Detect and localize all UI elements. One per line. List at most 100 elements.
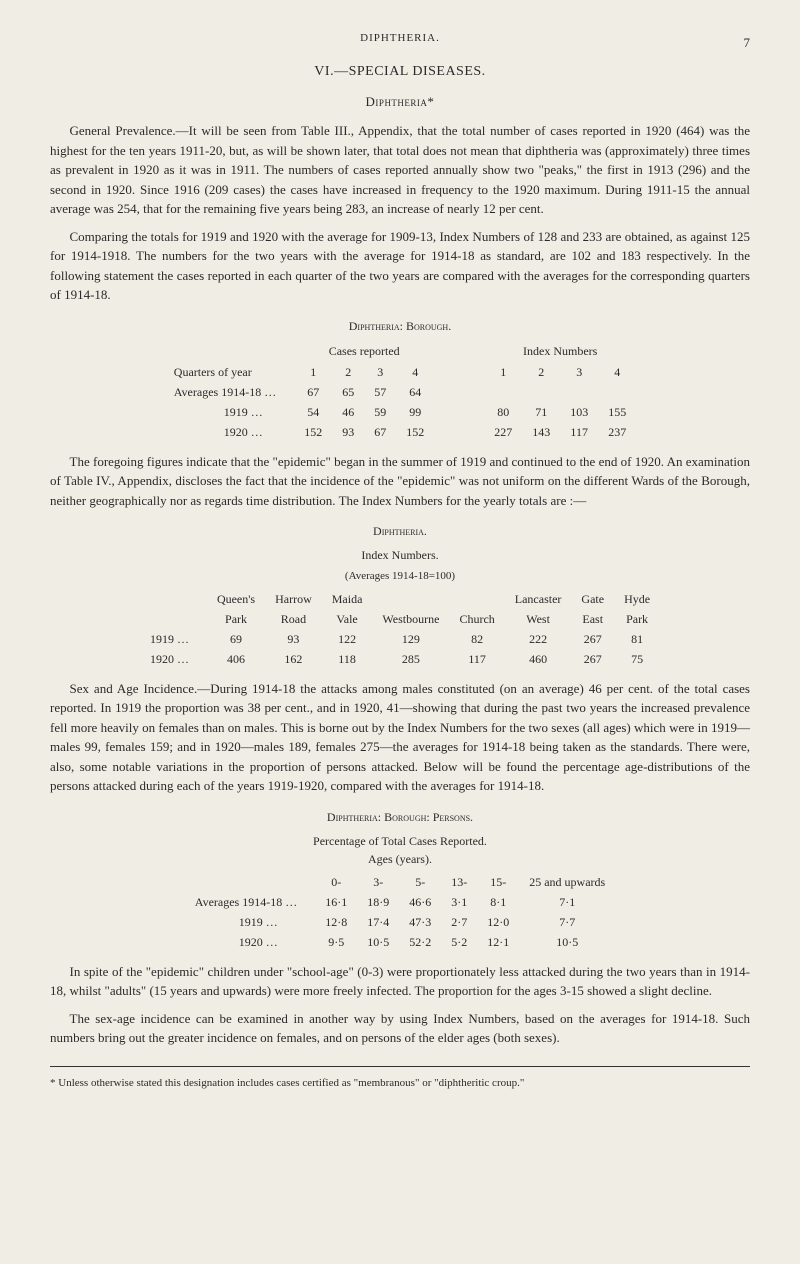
table-cell: 69: [207, 629, 265, 649]
table1-borough-quarters: Cases reported Index Numbers Quarters of…: [164, 341, 636, 442]
table-cell: 103: [560, 402, 598, 422]
table-cell: Vale: [322, 609, 373, 629]
table-cell: 117: [449, 649, 504, 669]
table-cell: Park: [614, 609, 660, 629]
table-cell: 155: [598, 402, 636, 422]
para-in-spite: In spite of the "epidemic" children unde…: [50, 962, 750, 1001]
table-cell: 80: [484, 402, 522, 422]
table-cell: Averages 1914-18 …: [164, 382, 294, 402]
table-row: Queen's Harrow Maida Lancaster Gate Hyde: [140, 589, 660, 609]
table3-heading3: Ages (years).: [50, 850, 750, 868]
table-cell: 17·4: [357, 912, 399, 932]
table-cell: 1920 …: [164, 422, 294, 442]
table1-rowhdr: Quarters of year: [164, 362, 294, 382]
table-cell: Averages 1914-18 …: [185, 892, 315, 912]
table-cell: 54: [294, 402, 332, 422]
table-row: 1919 … 12·8 17·4 47·3 2·7 12·0 7·7: [185, 912, 615, 932]
table-cell: 1: [484, 362, 522, 382]
table-cell: Lancaster: [505, 589, 572, 609]
table-cell: 82: [449, 629, 504, 649]
subheading-diphtheria: Diphtheria*: [50, 92, 750, 112]
table-cell: [522, 382, 560, 402]
table-cell: [449, 589, 504, 609]
table2-heading3: (Averages 1914-18=100): [50, 568, 750, 585]
table-cell: West: [505, 609, 572, 629]
table-cell: 3: [560, 362, 598, 382]
table1-group-right: Index Numbers: [484, 341, 636, 362]
table-cell: 117: [560, 422, 598, 442]
table-cell: 18·9: [357, 892, 399, 912]
table-cell: 1919 …: [164, 402, 294, 422]
table-row: Averages 1914-18 … 16·1 18·9 46·6 3·1 8·…: [185, 892, 615, 912]
table-cell: Harrow: [265, 589, 322, 609]
table-row: 1920 … 9·5 10·5 52·2 5·2 12·1 10·5: [185, 932, 615, 952]
table-cell: 1: [294, 362, 332, 382]
table-row: 1919 … 69 93 122 129 82 222 267 81: [140, 629, 660, 649]
table-cell: 4: [396, 362, 434, 382]
table-cell: 12·1: [477, 932, 519, 952]
table-row: Quarters of year 1 2 3 4 1 2 3 4: [164, 362, 636, 382]
table-cell: 57: [364, 382, 396, 402]
table-cell: 65: [332, 382, 364, 402]
table-cell: 47·3: [399, 912, 441, 932]
page-number: 7: [744, 33, 751, 53]
table-cell: 13-: [441, 872, 477, 892]
table-row: 1919 … 54 46 59 99 80 71 103 155: [164, 402, 636, 422]
table-cell: 129: [372, 629, 449, 649]
table-cell: 12·8: [315, 912, 357, 932]
table-cell: 81: [614, 629, 660, 649]
table-cell: 75: [614, 649, 660, 669]
table-cell: [372, 589, 449, 609]
table-cell: 15-: [477, 872, 519, 892]
table-cell: Maida: [322, 589, 373, 609]
table-cell: 10·5: [519, 932, 615, 952]
table-cell: 122: [322, 629, 373, 649]
table3-heading2: Percentage of Total Cases Reported.: [50, 832, 750, 850]
table-cell: Westbourne: [372, 609, 449, 629]
table-row: Park Road Vale Westbourne Church West Ea…: [140, 609, 660, 629]
table-cell: Park: [207, 609, 265, 629]
table-cell: 10·5: [357, 932, 399, 952]
table-cell: Gate: [571, 589, 614, 609]
table-cell: 3·1: [441, 892, 477, 912]
table-row: 0- 3- 5- 13- 15- 25 and upwards: [185, 872, 615, 892]
table-cell: 460: [505, 649, 572, 669]
table-cell: 237: [598, 422, 636, 442]
table1-group-left: Cases reported: [294, 341, 434, 362]
table-cell: 52·2: [399, 932, 441, 952]
table-cell: 2: [522, 362, 560, 382]
table-cell: East: [571, 609, 614, 629]
table3-heading1: Diphtheria: Borough: Persons.: [50, 808, 750, 826]
table-cell: 5-: [399, 872, 441, 892]
table-cell: 67: [364, 422, 396, 442]
table-cell: 71: [522, 402, 560, 422]
footnote: * Unless otherwise stated this designati…: [50, 1075, 750, 1092]
table-cell: 152: [294, 422, 332, 442]
table-cell: 1920 …: [140, 649, 207, 669]
table2-wards: Queen's Harrow Maida Lancaster Gate Hyde…: [140, 589, 660, 669]
table-cell: Road: [265, 609, 322, 629]
table-row: Averages 1914-18 … 67 65 57 64: [164, 382, 636, 402]
table-cell: 0-: [315, 872, 357, 892]
table-cell: 222: [505, 629, 572, 649]
table-cell: Hyde: [614, 589, 660, 609]
table-cell: 267: [571, 649, 614, 669]
table-cell: 99: [396, 402, 434, 422]
table-cell: 16·1: [315, 892, 357, 912]
table-cell: [484, 382, 522, 402]
table-cell: 2: [332, 362, 364, 382]
table-cell: 1919 …: [140, 629, 207, 649]
table-cell: 12·0: [477, 912, 519, 932]
table2-heading2: Index Numbers.: [50, 546, 750, 564]
table-cell: 93: [332, 422, 364, 442]
table-row: 1920 … 152 93 67 152 227 143 117 237: [164, 422, 636, 442]
table-cell: 64: [396, 382, 434, 402]
table3-ages: 0- 3- 5- 13- 15- 25 and upwards Averages…: [185, 872, 615, 952]
table-cell: 2·7: [441, 912, 477, 932]
table-cell: 162: [265, 649, 322, 669]
table2-heading1: Diphtheria.: [50, 522, 750, 540]
table-cell: 59: [364, 402, 396, 422]
table-cell: 46·6: [399, 892, 441, 912]
table-cell: 406: [207, 649, 265, 669]
table-cell: 1920 …: [185, 932, 315, 952]
